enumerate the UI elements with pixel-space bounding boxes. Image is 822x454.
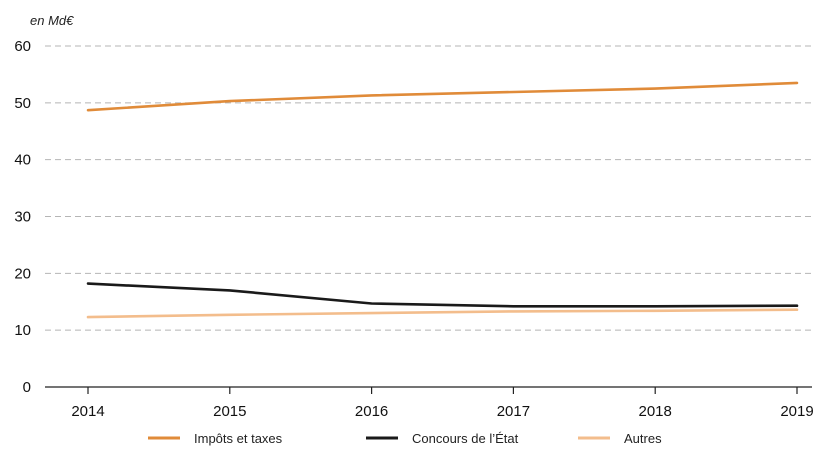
- x-axis: 2014 2015 2016 2017 2018 2019: [45, 386, 814, 420]
- x-tick-label: 2019: [780, 403, 813, 420]
- legend-label-0: Impôts et taxes: [194, 431, 283, 446]
- x-tick-label: 2017: [497, 403, 530, 420]
- y-axis-ticks: 0 10 20 30 40 50 60: [14, 38, 31, 396]
- y-tick-label: 30: [14, 209, 31, 226]
- unit-label: en Md€: [30, 13, 74, 28]
- y-tick-label: 60: [14, 38, 31, 55]
- legend: Impôts et taxes Concours de l’État Autres: [148, 431, 662, 446]
- y-tick-label: 40: [14, 152, 31, 169]
- series-lines: [86, 81, 799, 319]
- x-tick-label: 2016: [355, 403, 388, 420]
- legend-label-2: Autres: [624, 431, 662, 446]
- series-line-0: [86, 81, 799, 112]
- legend-label-1: Concours de l’État: [412, 431, 519, 446]
- series-line-2: [86, 308, 799, 319]
- y-tick-label: 0: [23, 379, 31, 396]
- gridlines: [45, 45, 812, 331]
- y-tick-label: 10: [14, 322, 31, 339]
- x-tick-label: 2015: [213, 403, 246, 420]
- series-line-1: [86, 282, 799, 308]
- x-tick-label: 2018: [639, 403, 672, 420]
- x-tick-label: 2014: [71, 403, 104, 420]
- y-tick-label: 20: [14, 265, 31, 282]
- y-tick-label: 50: [14, 95, 31, 112]
